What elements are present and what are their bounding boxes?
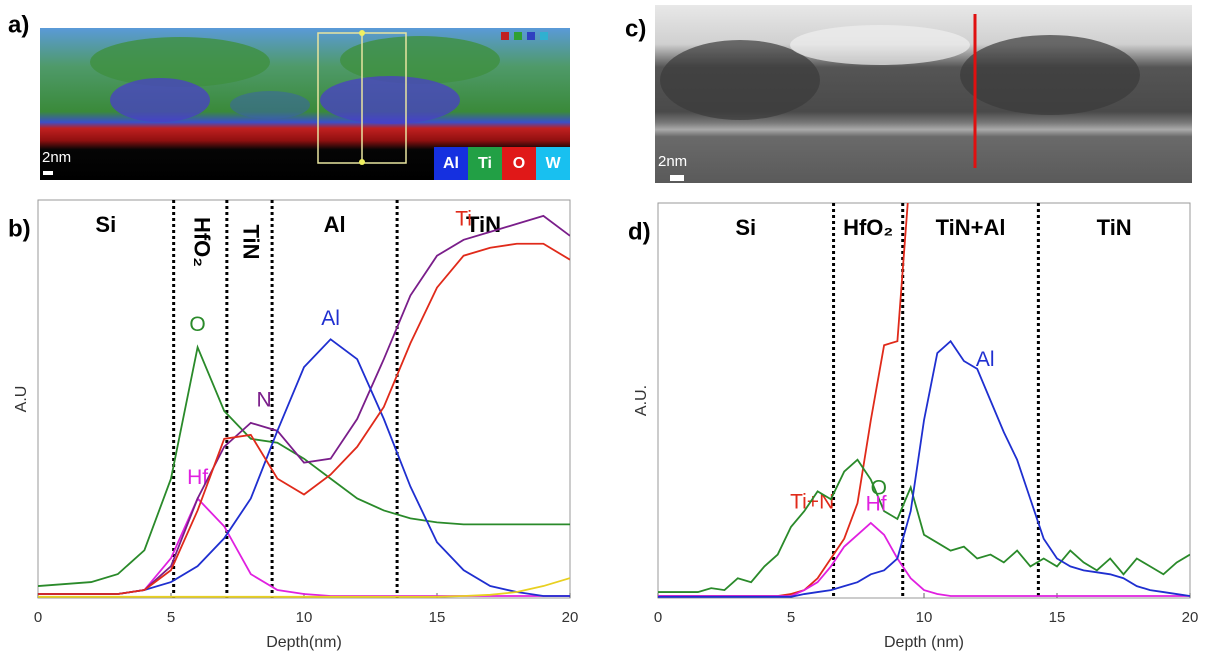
panel-c-image bbox=[655, 5, 1192, 183]
region-label: Si bbox=[95, 212, 116, 237]
legend-swatch bbox=[468, 147, 502, 180]
x-tick-label: 5 bbox=[787, 609, 795, 626]
x-tick-label: 10 bbox=[916, 609, 933, 626]
x-tick-label: 10 bbox=[296, 609, 313, 626]
series-label: Ti bbox=[455, 207, 472, 230]
scale-bar-label: 2nm bbox=[658, 153, 687, 170]
x-axis-label: Depth(nm) bbox=[266, 634, 342, 651]
x-tick-label: 0 bbox=[34, 609, 42, 626]
x-tick-label: 15 bbox=[1049, 609, 1066, 626]
series-line bbox=[658, 339, 1190, 598]
legend-swatch bbox=[502, 147, 536, 180]
panel-a-image bbox=[40, 28, 570, 180]
series-label: Ti+N bbox=[790, 491, 834, 514]
panel-label: c) bbox=[625, 15, 646, 42]
x-tick-label: 15 bbox=[429, 609, 446, 626]
legend-swatch bbox=[434, 147, 468, 180]
region-label: Al bbox=[324, 212, 346, 237]
series-label: O bbox=[871, 477, 887, 500]
legend-label: Ti bbox=[478, 155, 492, 172]
region-label: HfO₂ bbox=[843, 215, 893, 240]
series-line bbox=[38, 496, 570, 597]
x-axis-label: Depth (nm) bbox=[884, 634, 964, 651]
y-axis-label: A.U bbox=[13, 386, 30, 413]
plot-frame bbox=[657, 202, 1191, 599]
series-label: Al bbox=[976, 348, 995, 371]
x-tick-label: 20 bbox=[1182, 609, 1199, 626]
region-label: HfO₂ bbox=[189, 217, 214, 267]
x-tick-label: 0 bbox=[654, 609, 662, 626]
legend-label: W bbox=[545, 155, 561, 172]
line-chart: b) 0 5 10 15 20 Depth(nm) A.U Si HfO₂ TiN Al TiN O Hf N… bbox=[8, 199, 579, 651]
x-tick-label: 20 bbox=[562, 609, 579, 626]
series-label: Al bbox=[321, 307, 340, 330]
series-line bbox=[38, 577, 570, 598]
region-label: TiN bbox=[466, 212, 501, 237]
x-tick-label: 5 bbox=[167, 609, 175, 626]
region-label: TiN bbox=[239, 224, 264, 259]
series-line bbox=[38, 344, 570, 587]
series-label: O bbox=[189, 313, 205, 336]
series-line bbox=[658, 458, 1190, 593]
series-label: N bbox=[257, 388, 272, 411]
region-label: TiN+Al bbox=[936, 215, 1006, 240]
y-axis-label: A.U. bbox=[633, 385, 650, 416]
plot-frame bbox=[37, 199, 571, 599]
region-label: Si bbox=[735, 215, 756, 240]
panel-label: d) bbox=[628, 218, 651, 245]
panel-a-legend: Al Ti O W bbox=[434, 147, 570, 180]
legend-label: O bbox=[513, 155, 525, 172]
series-line bbox=[38, 338, 570, 597]
panel-label: a) bbox=[8, 11, 29, 38]
legend-label: Al bbox=[443, 155, 459, 172]
scale-bar-label: 2nm bbox=[42, 149, 71, 166]
legend-swatch bbox=[536, 147, 570, 180]
panel-label: b) bbox=[8, 215, 31, 242]
region-label: TiN bbox=[1097, 215, 1132, 240]
series-label: Hf bbox=[187, 466, 208, 489]
line-chart: d) 0 5 10 15 20 Depth (nm) A.U. Si HfO₂ TiN+Al TiN T… bbox=[628, 202, 1199, 651]
series-line bbox=[38, 242, 570, 595]
series-label: Hf bbox=[866, 492, 887, 515]
series-line bbox=[38, 214, 570, 595]
